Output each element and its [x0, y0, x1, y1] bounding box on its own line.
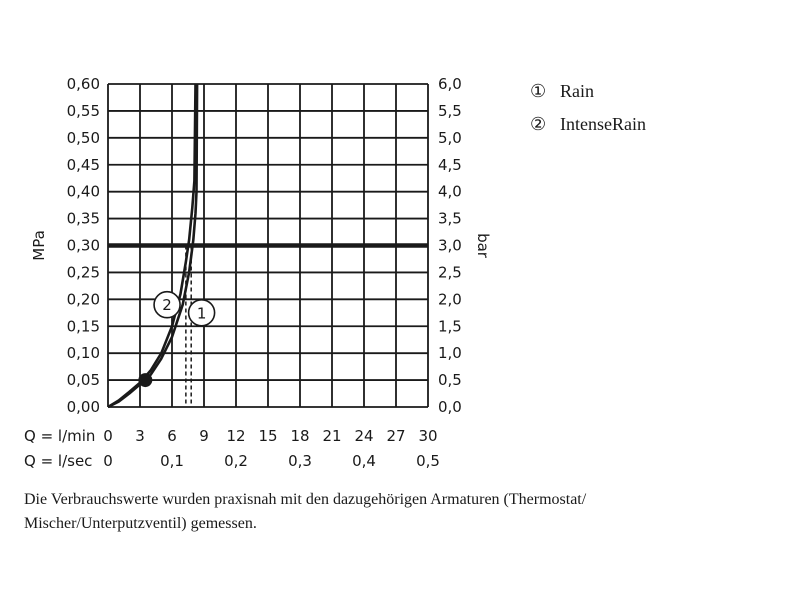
caption-line-1: Die Verbrauchswerte wurden praxisnah mit…: [24, 491, 587, 508]
x-secondary-tick-label: 0,2: [224, 452, 248, 470]
axes: MPa bar Q = l/min Q = l/sec 0,000,050,10…: [24, 75, 492, 470]
x-secondary-tick-label: 0: [103, 452, 113, 470]
x-primary-tick-label: 9: [199, 427, 209, 445]
y-right-tick-label: 4,5: [438, 156, 462, 174]
caption-line-2: Mischer/Unterputzventil) gemessen.: [24, 515, 257, 532]
x-primary-tick-label: 30: [418, 427, 437, 445]
series-curve-2: [107, 83, 197, 409]
y-right-tick-label: 0,5: [438, 371, 462, 389]
y-right-tick-label: 4,0: [438, 183, 462, 201]
y-left-tick-label: 0,25: [67, 263, 100, 281]
x-primary-tick-label: 24: [354, 427, 373, 445]
x-axis-primary-label: Q = l/min: [24, 427, 95, 445]
y-axis-right-label: bar: [474, 233, 492, 259]
y-right-tick-label: 2,5: [438, 263, 462, 281]
y-left-tick-label: 0,20: [67, 290, 100, 308]
legend-item-intenserain-label: IntenseRain: [560, 114, 646, 134]
y-right-tick-label: 2,0: [438, 290, 462, 308]
y-left-tick-label: 0,40: [67, 183, 100, 201]
x-secondary-tick-label: 0,1: [160, 452, 184, 470]
x-axis-secondary-label: Q = l/sec: [24, 452, 92, 470]
x-primary-tick-label: 18: [290, 427, 309, 445]
x-secondary-tick-label: 0,3: [288, 452, 312, 470]
x-primary-tick-label: 0: [103, 427, 113, 445]
series-marker-label-1: 1: [197, 304, 207, 322]
x-secondary-tick-label: 0,4: [352, 452, 376, 470]
y-left-tick-label: 0,10: [67, 344, 100, 362]
x-primary-tick-label: 12: [226, 427, 245, 445]
legend-item-rain-marker: ①: [530, 81, 546, 101]
legend-item-rain-label: Rain: [560, 81, 594, 101]
legend-item-intenserain-marker: ②: [530, 114, 546, 134]
x-primary-tick-label: 6: [167, 427, 177, 445]
y-right-tick-label: 1,5: [438, 317, 462, 335]
y-right-tick-label: 5,5: [438, 102, 462, 120]
y-right-tick-label: 1,0: [438, 344, 462, 362]
y-left-tick-label: 0,05: [67, 371, 100, 389]
x-primary-tick-label: 15: [258, 427, 277, 445]
series-marker-label-2: 2: [162, 296, 172, 314]
legend: ① Rain ② IntenseRain: [530, 81, 646, 134]
y-left-tick-label: 0,55: [67, 102, 100, 120]
y-axis-left-label: MPa: [30, 230, 48, 261]
y-right-tick-label: 0,0: [438, 398, 462, 416]
y-left-tick-label: 0,35: [67, 210, 100, 228]
x-primary-tick-label: 21: [322, 427, 341, 445]
series-marker-2: [153, 290, 181, 319]
y-left-tick-label: 0,60: [67, 75, 100, 93]
y-right-tick-label: 3,5: [438, 210, 462, 228]
caption: Die Verbrauchswerte wurden praxisnah mit…: [24, 488, 764, 536]
x-primary-tick-label: 27: [386, 427, 405, 445]
y-right-tick-label: 5,0: [438, 129, 462, 147]
y-left-tick-label: 0,15: [67, 317, 100, 335]
flow-pressure-chart: 12 MPa bar Q = l/min Q = l/sec 0,000,050…: [24, 75, 646, 470]
min-pressure-point: [138, 373, 153, 388]
y-left-tick-label: 0,45: [67, 156, 100, 174]
series: 12: [107, 83, 428, 409]
x-secondary-tick-label: 0,5: [416, 452, 440, 470]
y-right-tick-label: 6,0: [438, 75, 462, 93]
y-left-tick-label: 0,00: [67, 398, 100, 416]
x-primary-tick-label: 3: [135, 427, 145, 445]
y-right-tick-label: 3,0: [438, 237, 462, 255]
y-left-tick-label: 0,50: [67, 129, 100, 147]
series-marker-1: [187, 298, 216, 327]
y-left-tick-label: 0,30: [67, 237, 100, 255]
